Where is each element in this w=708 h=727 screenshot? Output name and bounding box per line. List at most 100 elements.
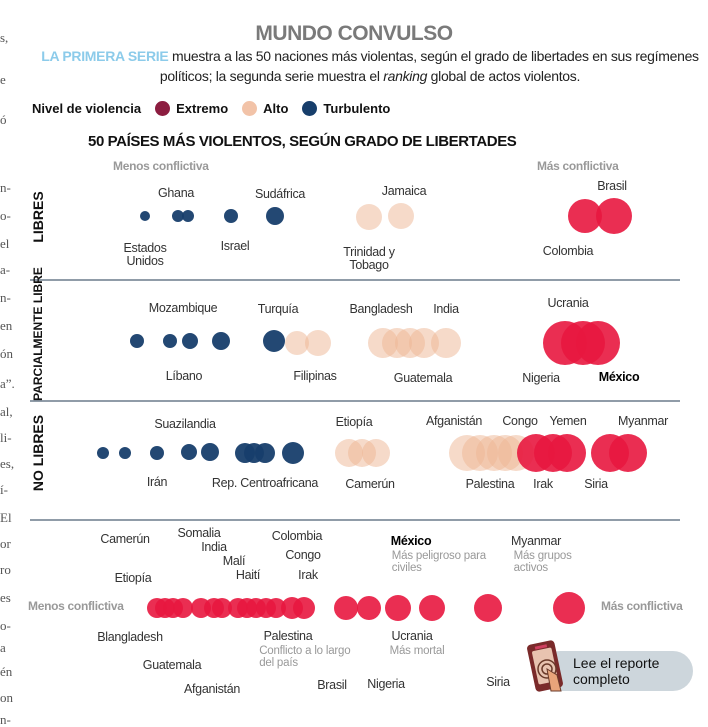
country-bubble xyxy=(173,598,193,618)
country-bubble xyxy=(474,594,502,622)
country-bubble xyxy=(255,443,275,463)
country-label: Turquía xyxy=(257,302,299,316)
text-fragment: a- xyxy=(0,262,11,277)
text-fragment: a”. xyxy=(0,376,15,391)
ranking-label: India xyxy=(201,540,227,554)
ranking-label: Brasil xyxy=(317,678,347,692)
country-bubble xyxy=(182,210,194,222)
country-bubble xyxy=(356,204,382,230)
ranking-note: Más mortal xyxy=(389,645,445,657)
country-bubble xyxy=(212,332,230,350)
text-fragment: n- xyxy=(0,290,11,305)
country-label: Camerún xyxy=(345,477,395,491)
country-label: Nigeria xyxy=(522,371,560,385)
country-bubble xyxy=(181,444,197,460)
intro-text-1: muestra a las 50 naciones más violentas,… xyxy=(159,48,699,84)
country-label: Guatemala xyxy=(393,371,453,385)
country-label: Suazilandia xyxy=(154,417,216,431)
ranking-label: Siria xyxy=(486,675,510,689)
country-bubble xyxy=(409,328,439,358)
read-report-button[interactable] xyxy=(540,651,693,691)
text-fragment: e xyxy=(0,72,6,87)
country-label: Jamaica xyxy=(381,184,427,198)
text-fragment: ó xyxy=(0,112,7,127)
text-fragment: o- xyxy=(0,208,11,223)
country-label: Siria xyxy=(584,477,608,491)
legend-item-alto: Alto xyxy=(263,101,289,116)
legend-dot-turbulento xyxy=(302,101,318,116)
country-label: Estados Unidos xyxy=(123,241,167,268)
country-bubble xyxy=(388,203,414,229)
country-bubble xyxy=(140,211,150,221)
ranking-note: Más peligroso para civiles xyxy=(391,550,486,574)
text-fragment: a xyxy=(0,640,6,655)
row-title: NO LIBRES xyxy=(30,414,46,492)
text-fragment: li- xyxy=(0,430,12,445)
text-fragment: én xyxy=(0,664,13,679)
ranking-label: Myanmar xyxy=(511,534,561,548)
text-fragment: El xyxy=(0,510,12,525)
ranking-label: Irak xyxy=(298,568,318,582)
intro-text: LA PRIMERA SERIE muestra a las 50 nacion… xyxy=(40,46,700,86)
country-bubble xyxy=(282,442,304,464)
text-fragment: n- xyxy=(0,712,11,727)
country-label: Etiopía xyxy=(335,415,373,429)
country-bubble xyxy=(334,596,358,620)
country-bubble xyxy=(357,596,381,620)
axis2-right-label: Más conflictiva xyxy=(601,599,683,613)
read-report-label[interactable]: Lee el reporte completo xyxy=(573,655,660,687)
country-label: Filipinas xyxy=(293,369,337,383)
country-bubble xyxy=(224,209,238,223)
country-label: India xyxy=(433,302,459,316)
ranking-label: Haití xyxy=(235,568,261,582)
ranking-label: Camerún xyxy=(100,532,150,546)
country-bubble xyxy=(201,443,219,461)
country-label: Ucrania xyxy=(547,296,589,310)
axis-left-label: Menos conflictiva xyxy=(113,159,209,173)
country-bubble xyxy=(305,330,331,356)
axis2-left-label: Menos conflictiva xyxy=(28,599,124,613)
country-bubble xyxy=(419,595,445,621)
ranking-label: Afganistán xyxy=(183,682,241,696)
text-fragment: or xyxy=(0,536,11,551)
ranking-label: Malí xyxy=(222,554,246,568)
ranking-label: Colombia xyxy=(271,529,323,543)
legend-label: Nivel de violencia xyxy=(32,101,142,116)
text-fragment: o- xyxy=(0,618,11,633)
chart-title: 50 PAÍSES MÁS VIOLENTOS, SEGÚN GRADO DE … xyxy=(88,133,517,150)
text-fragment: ón xyxy=(0,346,13,361)
country-bubble xyxy=(119,447,131,459)
country-bubble xyxy=(548,434,586,472)
country-bubble xyxy=(576,321,620,365)
country-label: Palestina xyxy=(465,477,515,491)
country-label: Brasil xyxy=(597,179,627,193)
country-bubble xyxy=(130,334,144,348)
country-bubble xyxy=(362,439,390,467)
ranking-label: Ucrania xyxy=(391,629,433,643)
country-label: Irán xyxy=(146,475,168,489)
phone-touch-icon xyxy=(527,640,563,692)
country-bubble xyxy=(150,446,164,460)
ranking-label: Palestina xyxy=(263,629,313,643)
country-label: Rep. Centroafricana xyxy=(211,476,319,490)
country-label: Colombia xyxy=(542,244,594,258)
intro-highlight: LA PRIMERA SERIE xyxy=(41,48,169,64)
ranking-label: Guatemala xyxy=(142,658,202,672)
intro-italic: ranking xyxy=(383,68,428,84)
country-bubble xyxy=(266,207,284,225)
legend-dot-alto xyxy=(242,101,258,116)
axis-right-label: Más conflictiva xyxy=(537,159,619,173)
country-bubble xyxy=(163,334,177,348)
ranking-label: Congo xyxy=(285,548,321,562)
country-label: Trinidad y Tobago xyxy=(343,245,395,272)
ranking-label: México xyxy=(390,534,432,548)
text-fragment: es xyxy=(0,590,11,605)
country-bubble xyxy=(263,330,285,352)
country-bubble xyxy=(553,592,585,624)
country-label: México xyxy=(598,370,640,384)
country-label: Bangladesh xyxy=(349,302,413,316)
text-fragment: el xyxy=(0,236,10,251)
ranking-label: Nigeria xyxy=(367,677,405,691)
